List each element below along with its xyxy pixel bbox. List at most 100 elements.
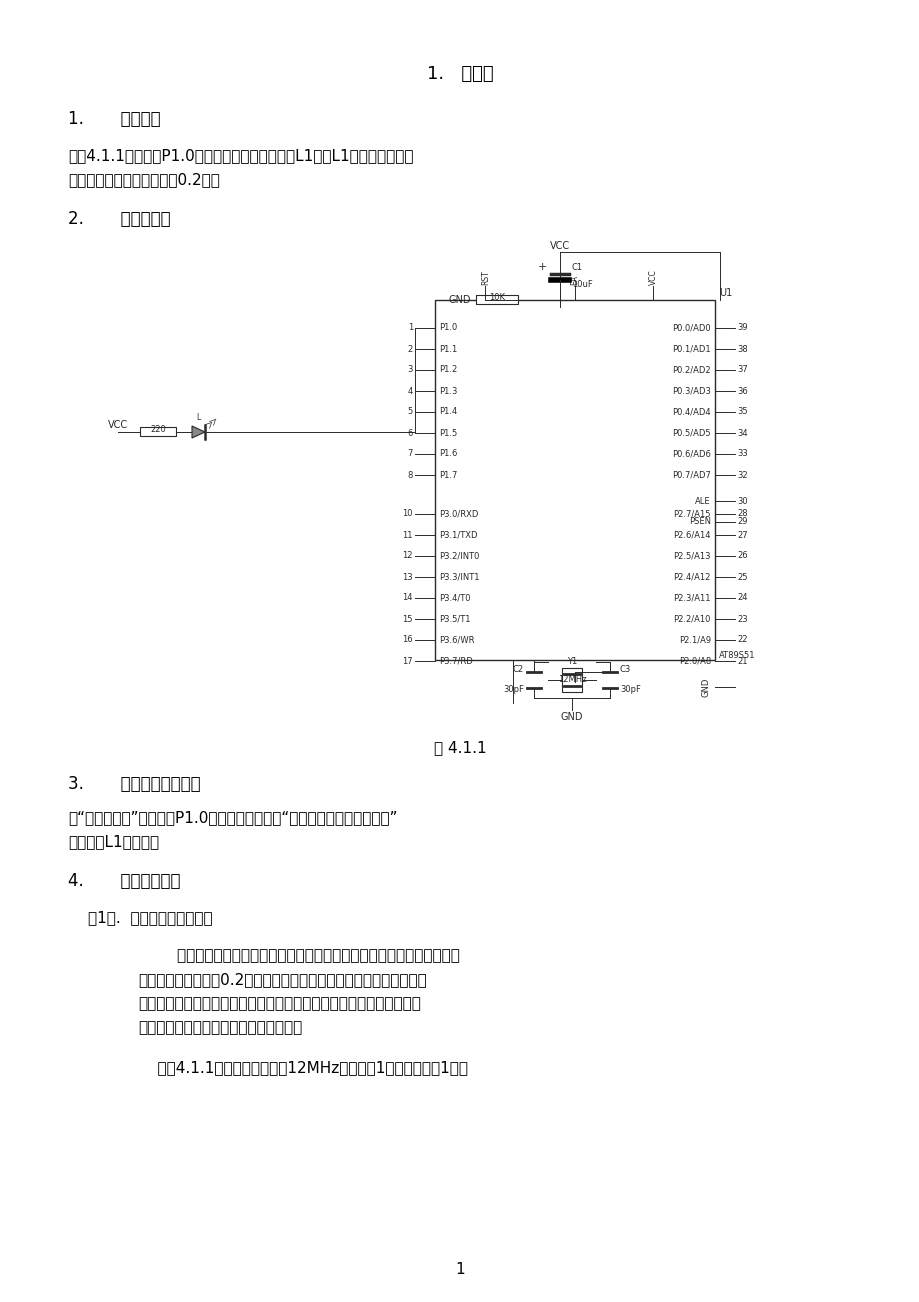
Text: 1.   闪烁灯: 1. 闪烁灯 (426, 65, 493, 83)
Text: 7: 7 (407, 449, 413, 458)
Text: 21: 21 (736, 656, 746, 665)
Text: P1.7: P1.7 (438, 470, 457, 479)
Text: P2.5/A13: P2.5/A13 (673, 552, 710, 560)
Text: 30pF: 30pF (619, 685, 641, 694)
Text: P1.6: P1.6 (438, 449, 457, 458)
Text: 8: 8 (407, 470, 413, 479)
Text: 1: 1 (407, 323, 413, 332)
Text: 10K: 10K (489, 293, 505, 302)
Text: （1）.  延时程序的设计方法: （1）. 延时程序的设计方法 (88, 910, 212, 924)
Text: P2.0/A8: P2.0/A8 (678, 656, 710, 665)
Text: P2.3/A11: P2.3/A11 (673, 594, 710, 603)
Text: EA: EA (570, 275, 579, 285)
Text: P2.6/A14: P2.6/A14 (673, 530, 710, 539)
Text: P0.4/AD4: P0.4/AD4 (672, 408, 710, 417)
Text: P1.4: P1.4 (438, 408, 457, 417)
Text: 33: 33 (736, 449, 747, 458)
Text: 14: 14 (403, 594, 413, 603)
Text: P3.3/INT1: P3.3/INT1 (438, 573, 479, 582)
Text: 25: 25 (736, 573, 746, 582)
Text: P0.5/AD5: P0.5/AD5 (672, 428, 710, 437)
Text: 37: 37 (736, 366, 747, 375)
Text: R1: R1 (153, 430, 164, 439)
Text: PSEN: PSEN (688, 517, 710, 526)
Text: +: + (537, 262, 547, 272)
Text: 27: 27 (736, 530, 747, 539)
Text: C2: C2 (512, 665, 524, 674)
Text: P1.0: P1.0 (438, 323, 457, 332)
Text: P3.6/WR: P3.6/WR (438, 635, 474, 644)
Text: 22: 22 (736, 635, 746, 644)
Text: AT89S51: AT89S51 (719, 651, 754, 660)
Text: P2.4/A12: P2.4/A12 (673, 573, 710, 582)
Text: 17: 17 (402, 656, 413, 665)
Text: P3.0/RXD: P3.0/RXD (438, 509, 478, 518)
Text: 11: 11 (403, 530, 413, 539)
Text: 6: 6 (407, 428, 413, 437)
Text: P0.0/AD0: P0.0/AD0 (672, 323, 710, 332)
Text: 15: 15 (403, 615, 413, 624)
Text: L: L (196, 413, 200, 422)
Text: P0.1/AD1: P0.1/AD1 (672, 345, 710, 354)
Text: 图 4.1.1: 图 4.1.1 (433, 740, 486, 755)
Text: 如图4.1.1所示：在P1.0端口上接一个发光二极管L1，使L1在不停地一亮一: 如图4.1.1所示：在P1.0端口上接一个发光二极管L1，使L1在不停地一亮一 (68, 148, 413, 163)
Text: 35: 35 (736, 408, 747, 417)
Text: 10: 10 (403, 509, 413, 518)
Text: P3.4/T0: P3.4/T0 (438, 594, 470, 603)
Text: P0.3/AD3: P0.3/AD3 (672, 387, 710, 396)
Text: RST: RST (481, 271, 489, 285)
Text: 220: 220 (150, 424, 165, 434)
Text: 作为单片机的指令的执行的时间是很短，数量大微秒级，因此，我们要: 作为单片机的指令的执行的时间是很短，数量大微秒级，因此，我们要 (138, 948, 460, 963)
Text: GND: GND (448, 296, 471, 305)
Text: Y1: Y1 (566, 658, 576, 667)
Text: C1: C1 (572, 263, 583, 272)
Text: P3.1/TXD: P3.1/TXD (438, 530, 477, 539)
Text: VCC: VCC (108, 421, 128, 430)
Text: P0.6/AD6: P0.6/AD6 (672, 449, 710, 458)
Text: GND: GND (701, 677, 710, 697)
Text: 12MHz: 12MHz (557, 676, 585, 685)
Text: 12: 12 (403, 552, 413, 560)
Text: 13: 13 (402, 573, 413, 582)
Text: GND: GND (561, 712, 583, 723)
Text: 34: 34 (736, 428, 747, 437)
Text: 3: 3 (407, 366, 413, 375)
Text: 28: 28 (736, 509, 747, 518)
Text: 如图4.1.1所示的石英晶体为12MHz，因此，1个机器周期为1微秒: 如图4.1.1所示的石英晶体为12MHz，因此，1个机器周期为1微秒 (138, 1060, 468, 1075)
Text: P0.2/AD2: P0.2/AD2 (672, 366, 710, 375)
Text: 执行某一指令时，插入延时程序，来达到我们的要求，但这样的延时程: 执行某一指令时，插入延时程序，来达到我们的要求，但这样的延时程 (138, 996, 420, 1010)
Text: 26: 26 (736, 552, 747, 560)
Text: VCC: VCC (648, 270, 657, 285)
Text: 4: 4 (407, 387, 413, 396)
Text: C3: C3 (619, 665, 630, 674)
Text: P1.5: P1.5 (438, 428, 457, 437)
Text: 2: 2 (407, 345, 413, 354)
Text: P2.7/A15: P2.7/A15 (673, 509, 710, 518)
Text: P1.2: P1.2 (438, 366, 457, 375)
Text: 1: 1 (455, 1262, 464, 1277)
Text: P2.1/A9: P2.1/A9 (678, 635, 710, 644)
Text: P3.7/RD: P3.7/RD (438, 656, 472, 665)
Text: P1.1: P1.1 (438, 345, 457, 354)
Text: 1.       实验任务: 1. 实验任务 (68, 109, 161, 128)
Text: 10uF: 10uF (572, 280, 592, 289)
Bar (140, 427, 176, 436)
Text: 32: 32 (736, 470, 747, 479)
Text: 求的闪烁时间间隔为0.2秒，相对于微秒来说，相差太大，所以我们在: 求的闪烁时间间隔为0.2秒，相对于微秒来说，相差太大，所以我们在 (138, 973, 426, 987)
Text: 16: 16 (402, 635, 413, 644)
Text: 23: 23 (736, 615, 747, 624)
Text: 30pF: 30pF (503, 685, 524, 694)
Text: VCC: VCC (550, 241, 570, 251)
Text: 38: 38 (736, 345, 747, 354)
Text: P2.2/A10: P2.2/A10 (673, 615, 710, 624)
Text: 区域中的L1端口上。: 区域中的L1端口上。 (68, 835, 159, 849)
Bar (435, 299, 714, 660)
Polygon shape (192, 426, 205, 437)
Text: 2.       电路原理图: 2. 电路原理图 (68, 210, 170, 228)
Text: P0.7/AD7: P0.7/AD7 (672, 470, 710, 479)
Text: 5: 5 (407, 408, 413, 417)
Text: 29: 29 (736, 517, 746, 526)
Text: 24: 24 (736, 594, 746, 603)
Text: ALE: ALE (695, 496, 710, 505)
Text: P1.3: P1.3 (438, 387, 457, 396)
